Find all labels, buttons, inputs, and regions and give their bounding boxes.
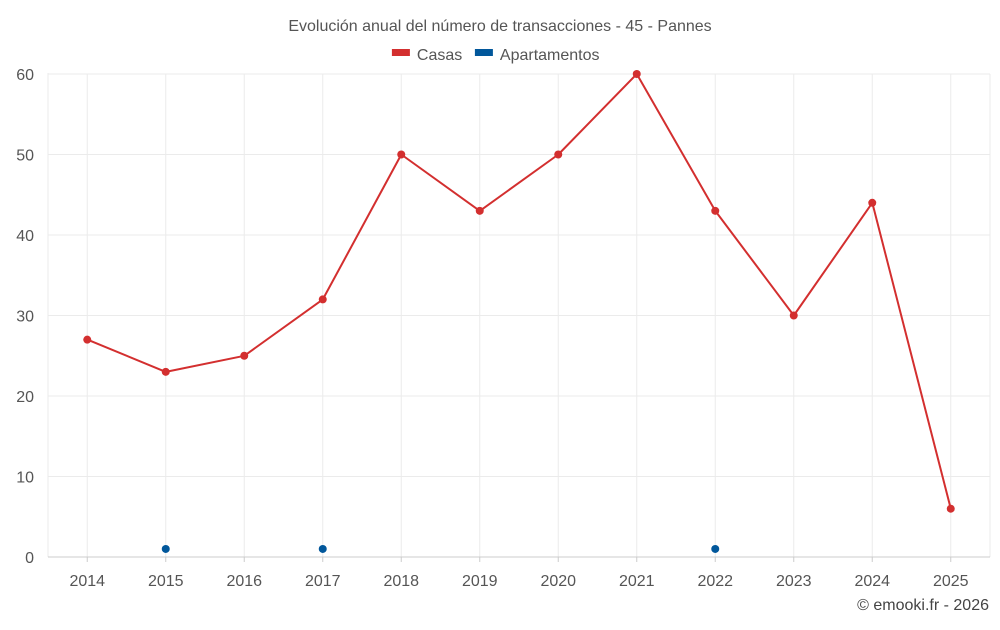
data-point[interactable] — [868, 198, 877, 207]
legend-label: Casas — [417, 47, 462, 64]
x-tick-label: 2019 — [462, 573, 498, 590]
legend-label: Apartamentos — [500, 47, 600, 64]
data-point[interactable] — [475, 206, 484, 215]
x-tick-label: 2014 — [69, 573, 105, 590]
series-line — [86, 73, 952, 509]
axes: 0 10 20 30 40 50 60 2014 2015 2016 2017 2018 2019 202… — [16, 67, 991, 590]
x-tick-label: 2022 — [697, 573, 733, 590]
x-tick-label: 2025 — [933, 573, 969, 590]
y-tick-label: 10 — [16, 470, 34, 487]
credit-text: © emooki.fr - 2026 — [857, 597, 989, 614]
data-point[interactable] — [632, 70, 641, 78]
x-tick-label: 2023 — [776, 573, 812, 590]
series-apartamentos — [161, 544, 720, 553]
x-tick-label: 2018 — [383, 573, 419, 590]
x-tick-label: 2017 — [305, 573, 341, 590]
data-point[interactable] — [318, 544, 327, 553]
y-tick-label: 0 — [25, 550, 34, 567]
y-tick-label: 50 — [16, 148, 34, 165]
x-tick-label: 2021 — [619, 573, 655, 590]
legend-item-apartamentos[interactable]: Apartamentos — [474, 47, 600, 64]
data-point[interactable] — [240, 351, 249, 360]
y-tick-label: 20 — [16, 389, 34, 406]
series-casas — [83, 70, 955, 513]
y-tick-label: 60 — [16, 67, 34, 84]
x-tick-label: 2016 — [226, 573, 262, 590]
data-point[interactable] — [789, 311, 798, 320]
data-point[interactable] — [161, 544, 170, 553]
x-tick-label: 2015 — [148, 573, 184, 590]
data-point[interactable] — [397, 150, 406, 159]
data-point[interactable] — [711, 206, 720, 215]
chart-title: Evolución anual del número de transaccio… — [288, 18, 711, 35]
data-point[interactable] — [946, 504, 955, 513]
legend: Casas Apartamentos — [391, 47, 600, 64]
legend-item-casas[interactable]: Casas — [391, 47, 462, 64]
data-point[interactable] — [83, 335, 92, 344]
data-point[interactable] — [554, 150, 563, 159]
series — [83, 70, 955, 553]
y-tick-label: 30 — [16, 309, 34, 326]
grid — [48, 73, 990, 557]
data-point[interactable] — [318, 295, 327, 304]
legend-swatch — [474, 49, 493, 56]
legend-swatch — [391, 49, 410, 56]
data-point[interactable] — [161, 367, 170, 376]
data-point[interactable] — [711, 544, 720, 553]
x-tick-label: 2024 — [854, 573, 890, 590]
y-tick-label: 40 — [16, 228, 34, 245]
x-tick-label: 2020 — [540, 573, 576, 590]
